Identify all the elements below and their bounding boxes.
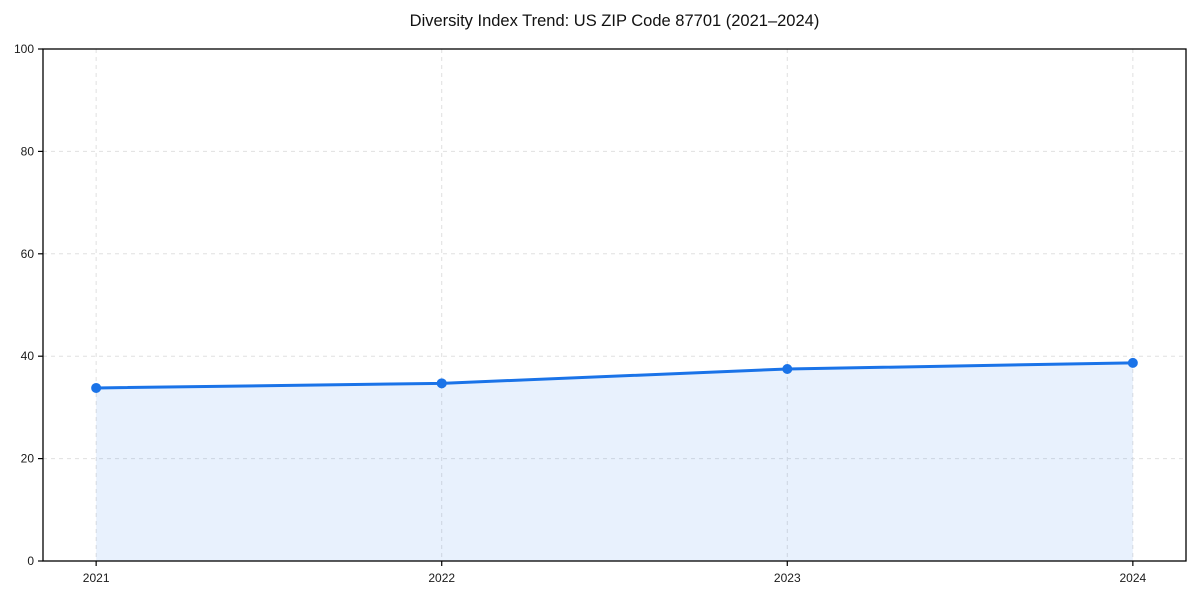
x-tick-label: 2023 [774,571,801,585]
data-point-marker [782,364,793,374]
x-tick-label: 2022 [428,571,455,585]
y-tick-label: 100 [14,42,34,56]
y-tick-label: 60 [21,247,35,261]
plot-frame [42,48,1187,562]
data-point-marker [436,378,447,389]
x-tick-label: 2024 [1119,571,1146,585]
y-tick-label: 80 [21,144,35,158]
data-point-marker [1127,357,1138,368]
y-tick-label: 20 [21,452,35,466]
series-area-fill [96,362,1133,561]
series-line [94,361,1135,390]
y-tick-label: 0 [27,554,34,568]
x-tick-label: 2021 [83,571,110,585]
data-point-marker [91,382,102,393]
y-tick-label: 40 [21,349,35,363]
chart-title: Diversity Index Trend: US ZIP Code 87701… [409,12,820,30]
